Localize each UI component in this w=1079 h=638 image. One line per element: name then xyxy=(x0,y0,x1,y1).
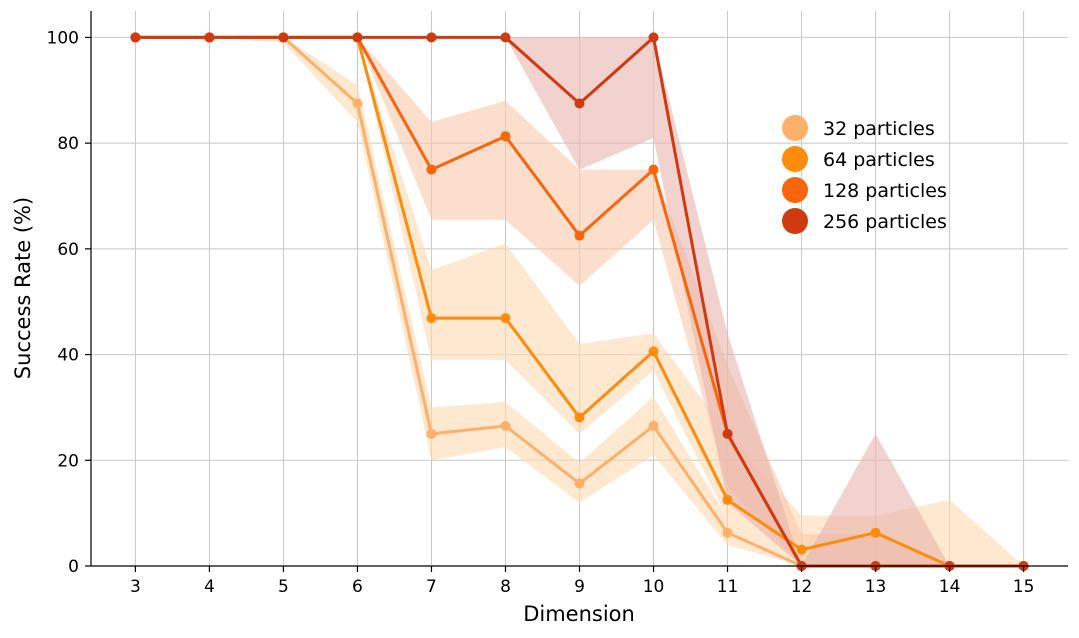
data-point xyxy=(204,32,215,43)
data-point xyxy=(426,313,437,324)
confidence-bands xyxy=(135,37,1024,567)
data-point xyxy=(722,428,733,439)
data-point xyxy=(500,313,511,324)
data-point xyxy=(574,412,585,423)
x-axis-title: Dimension xyxy=(523,602,635,626)
y-tick-label: 80 xyxy=(57,134,79,154)
axes xyxy=(85,11,1068,572)
y-axis-title: Success Rate (%) xyxy=(11,197,35,379)
x-tick-label: 9 xyxy=(574,577,585,597)
x-tick-label: 4 xyxy=(204,577,215,597)
x-tick-label: 10 xyxy=(643,577,665,597)
x-tick-label: 15 xyxy=(1013,577,1035,597)
legend-label: 32 particles xyxy=(823,118,935,140)
data-point xyxy=(648,164,659,175)
data-point xyxy=(870,527,881,538)
data-point xyxy=(648,32,659,43)
x-tick-label: 8 xyxy=(500,577,511,597)
data-point xyxy=(352,32,363,43)
data-point xyxy=(426,428,437,439)
tick-labels: 3 4 5 6 7 8 9 10 11 12 13 14 15 0 20 40 60 80 100 xyxy=(47,28,1035,597)
data-point xyxy=(574,230,585,241)
data-point xyxy=(648,346,659,357)
y-tick-label: 40 xyxy=(57,346,79,366)
x-tick-label: 6 xyxy=(352,577,363,597)
legend-marker xyxy=(782,208,808,234)
data-point xyxy=(722,527,733,538)
legend-marker xyxy=(782,115,808,141)
data-point xyxy=(130,32,141,43)
data-point xyxy=(722,494,733,505)
data-point xyxy=(352,98,363,109)
x-tick-label: 13 xyxy=(865,577,887,597)
y-tick-label: 20 xyxy=(57,451,79,471)
confidence-band-2 xyxy=(135,37,1024,567)
x-tick-label: 12 xyxy=(791,577,813,597)
data-point xyxy=(500,131,511,142)
y-tick-label: 100 xyxy=(47,28,79,48)
x-tick-label: 14 xyxy=(939,577,961,597)
data-point xyxy=(426,164,437,175)
x-tick-label: 7 xyxy=(426,577,437,597)
data-point xyxy=(648,420,659,431)
x-tick-label: 11 xyxy=(717,577,739,597)
legend-label: 256 particles xyxy=(823,211,947,233)
legend-label: 64 particles xyxy=(823,149,935,171)
y-tick-label: 60 xyxy=(57,240,79,260)
legend-marker xyxy=(782,177,808,203)
data-point xyxy=(574,478,585,489)
legend-marker xyxy=(782,146,808,172)
confidence-band-4 xyxy=(135,37,1024,567)
x-tick-label: 3 xyxy=(130,577,141,597)
data-point xyxy=(278,32,289,43)
legend: 32 particles 64 particles 128 particles 256… xyxy=(782,115,947,234)
x-tick-label: 5 xyxy=(278,577,289,597)
data-point xyxy=(574,98,585,109)
legend-label: 128 particles xyxy=(823,180,947,202)
data-point xyxy=(426,32,437,43)
data-point xyxy=(500,32,511,43)
y-tick-label: 0 xyxy=(68,557,79,577)
data-point xyxy=(500,420,511,431)
data-point xyxy=(796,544,807,555)
